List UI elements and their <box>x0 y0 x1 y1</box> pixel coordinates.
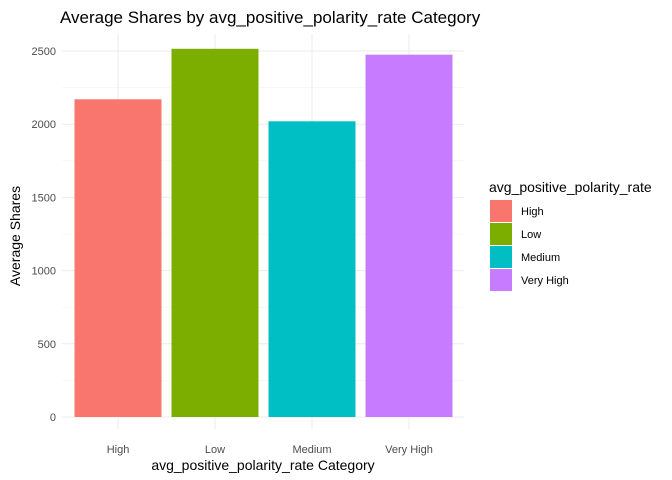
bar-high <box>74 99 162 417</box>
legend-label: Medium <box>521 252 560 264</box>
legend: avg_positive_polarity_rate High Low Medium… <box>489 179 652 291</box>
y-axis-title: Average Shares <box>7 186 23 286</box>
legend-items: High Low Medium Very High <box>490 200 569 291</box>
bar-very-high <box>365 54 453 417</box>
y-axis-ticks: 0 500 1000 1500 2000 2500 <box>32 46 56 424</box>
legend-label: High <box>521 206 544 218</box>
legend-swatch <box>490 200 512 222</box>
legend-title: avg_positive_polarity_rate <box>489 179 652 195</box>
x-tick-label: Low <box>205 444 225 456</box>
legend-swatch <box>490 246 512 268</box>
x-tick-label: Medium <box>292 444 331 456</box>
chart-title: Average Shares by avg_positive_polarity_… <box>60 8 481 27</box>
x-tick-label: Very High <box>385 444 433 456</box>
legend-label: Low <box>521 229 541 241</box>
y-tick-label: 0 <box>50 412 56 424</box>
bar-medium <box>268 121 356 417</box>
y-tick-label: 1500 <box>32 192 56 204</box>
bar-low <box>171 48 259 417</box>
x-axis-ticks: High Low Medium Very High <box>107 444 433 456</box>
legend-swatch <box>490 223 512 245</box>
bars <box>74 48 453 417</box>
legend-label: Very High <box>521 275 569 287</box>
legend-swatch <box>490 269 512 291</box>
x-axis-title: avg_positive_polarity_rate Category <box>151 457 374 473</box>
y-tick-label: 2500 <box>32 46 56 58</box>
y-tick-label: 1000 <box>32 266 56 278</box>
x-tick-label: High <box>107 444 130 456</box>
y-tick-label: 500 <box>38 339 56 351</box>
y-tick-label: 2000 <box>32 119 56 131</box>
